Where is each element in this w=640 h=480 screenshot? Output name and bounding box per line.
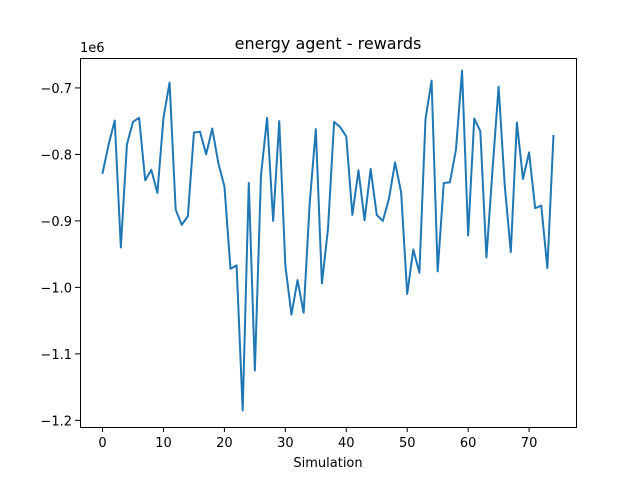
plot-area-frame xyxy=(80,58,577,428)
x-tick-label: 0 xyxy=(98,436,106,451)
series-line xyxy=(101,69,555,412)
y-tick-label: −1.0 xyxy=(40,281,72,296)
y-tick-label: −1.2 xyxy=(40,414,72,429)
x-tick-label: 60 xyxy=(460,436,477,451)
y-tick-label: −0.8 xyxy=(40,148,72,163)
y-axis-offset-label: 1e6 xyxy=(80,41,105,56)
x-tick-label: 50 xyxy=(399,436,416,451)
y-axis-ticks: −1.2 −1.1 −1.0 −0.9 −0.8 −0.7 xyxy=(40,82,80,429)
x-tick-label: 20 xyxy=(216,436,233,451)
x-tick-label: 70 xyxy=(521,436,538,451)
x-tick-label: 10 xyxy=(155,436,172,451)
x-tick-label: 30 xyxy=(277,436,294,451)
y-tick-label: −0.7 xyxy=(40,82,72,97)
x-axis-label: Simulation xyxy=(293,456,362,471)
chart-title: energy agent - rewards xyxy=(235,34,422,53)
x-tick-label: 40 xyxy=(338,436,355,451)
y-tick-label: −0.9 xyxy=(40,215,72,230)
y-tick-label: −1.1 xyxy=(40,348,72,363)
